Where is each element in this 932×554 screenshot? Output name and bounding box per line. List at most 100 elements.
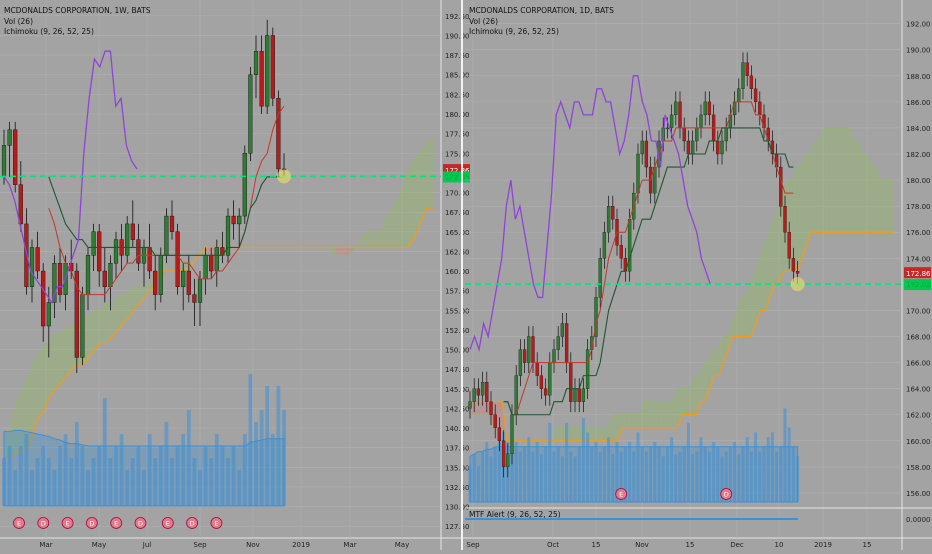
volume-bar xyxy=(125,470,130,506)
volume-bar xyxy=(779,446,783,502)
volume-bar xyxy=(186,410,191,506)
event-marker-label: E xyxy=(66,520,70,528)
candle-body xyxy=(577,388,581,402)
volume-bar xyxy=(678,451,682,502)
volume-bar xyxy=(175,446,180,506)
ichimoku-cloud-segment xyxy=(56,333,63,389)
ichimoku-cloud-segment xyxy=(374,231,381,248)
candle-body xyxy=(480,382,485,396)
candle-body xyxy=(13,129,18,185)
candle-body xyxy=(7,129,12,146)
y-tick-label: 182.00 xyxy=(906,151,931,159)
volume-bar xyxy=(485,442,489,502)
ichimoku-cloud-segment xyxy=(714,349,719,376)
candle-body xyxy=(248,74,253,154)
candle-body xyxy=(270,35,275,99)
event-marker-icon[interactable] xyxy=(61,517,74,529)
y-tick-label: 162.00 xyxy=(906,412,931,420)
candle-body xyxy=(787,232,791,259)
event-marker-label: E xyxy=(114,520,118,528)
y-tick-label: 188.00 xyxy=(906,73,931,81)
event-marker-label: D xyxy=(190,520,195,528)
ichimoku-cloud-segment xyxy=(69,326,76,374)
volume-bar xyxy=(142,470,146,506)
kijun-sen-line xyxy=(48,176,284,256)
ichimoku-cloud-segment xyxy=(875,167,881,233)
ichimoku-cloud-segment xyxy=(361,231,368,248)
y-tick-label: 176.00 xyxy=(906,229,931,237)
volume-bar xyxy=(130,458,135,506)
senkou-span-b xyxy=(470,231,894,442)
chart-title: MCDONALDS CORPORATION, 1D, BATS xyxy=(469,6,614,15)
candle-body xyxy=(97,231,102,272)
x-tick-label: Dec xyxy=(730,541,744,549)
ichimoku-cloud-segment xyxy=(658,401,664,428)
event-marker-icon[interactable] xyxy=(210,517,223,529)
alert-price-label: 172.05 xyxy=(445,173,470,181)
ichimoku-cloud-segment xyxy=(746,284,752,337)
event-marker-label: D xyxy=(724,491,729,499)
candle-body xyxy=(619,245,623,259)
volume-bar xyxy=(619,451,623,502)
volume-bar xyxy=(198,470,202,506)
candle-body xyxy=(130,223,135,240)
event-marker-icon[interactable] xyxy=(134,517,147,529)
candle-body xyxy=(35,247,40,272)
candle-body xyxy=(758,101,762,116)
chart-panel-right[interactable]: 192.00 190.00 188.00 186.00 184.00 182.00 180.… xyxy=(465,0,932,550)
candle-body xyxy=(158,255,163,295)
volume-bar xyxy=(46,458,51,506)
ichimoku-cloud-segment xyxy=(663,401,669,428)
candle-body xyxy=(74,270,79,358)
event-marker-icon[interactable] xyxy=(720,488,733,500)
candle-body xyxy=(259,50,264,107)
event-marker-icon[interactable] xyxy=(13,517,25,529)
candle-body xyxy=(203,255,208,280)
event-marker-icon[interactable] xyxy=(161,517,174,529)
volume-bar xyxy=(242,434,247,506)
event-marker-icon[interactable] xyxy=(37,517,50,529)
ichimoku-cloud-segment xyxy=(686,388,692,415)
candle-body xyxy=(737,88,741,103)
candle-body xyxy=(636,153,640,194)
y-tick-label: 135.00 xyxy=(445,464,470,472)
candle-body xyxy=(192,294,197,303)
ichimoku-cloud-segment xyxy=(599,427,604,441)
volume-bar xyxy=(611,454,615,502)
volume-bar xyxy=(265,386,270,506)
candle-body xyxy=(237,215,242,225)
y-tick-label: 187.50 xyxy=(445,52,470,60)
volume-bar xyxy=(170,458,174,506)
event-marker-label: E xyxy=(214,520,218,528)
ichimoku-cloud-segment xyxy=(571,427,576,441)
volume-bar xyxy=(586,432,590,502)
volume-bar xyxy=(682,446,686,502)
candle-body xyxy=(186,270,191,295)
last-price-badge xyxy=(904,267,931,279)
event-marker-icon[interactable] xyxy=(86,517,98,529)
volume-bar xyxy=(615,442,619,502)
ichimoku-cloud-segment xyxy=(147,278,154,295)
x-tick-label: Mar xyxy=(343,541,356,549)
ichimoku-cloud-segment xyxy=(557,427,563,441)
y-tick-label: 162.50 xyxy=(445,248,470,256)
ichimoku-cloud-segment xyxy=(127,286,134,319)
y-tick-label: 145.00 xyxy=(445,386,470,394)
event-marker-icon[interactable] xyxy=(110,517,123,529)
volume-bar xyxy=(569,451,573,502)
ichimoku-cloud-segment xyxy=(381,216,388,248)
ichimoku-cloud-segment xyxy=(62,326,69,381)
volume-bar xyxy=(745,437,749,502)
volume-bar xyxy=(674,454,678,502)
alert-trigger-highlight xyxy=(790,277,805,292)
event-marker-icon[interactable] xyxy=(615,488,628,500)
volume-bar xyxy=(783,408,787,502)
volume-bar xyxy=(695,451,699,502)
event-marker-icon[interactable] xyxy=(186,517,199,529)
candle-body xyxy=(29,247,35,287)
chart-panel-left[interactable]: 192.50 190.00 187.50 185.00 182.50 180.00 177.… xyxy=(0,0,471,550)
volume-bar xyxy=(716,446,720,502)
candle-body xyxy=(514,375,518,415)
x-tick-label: May xyxy=(395,541,409,549)
